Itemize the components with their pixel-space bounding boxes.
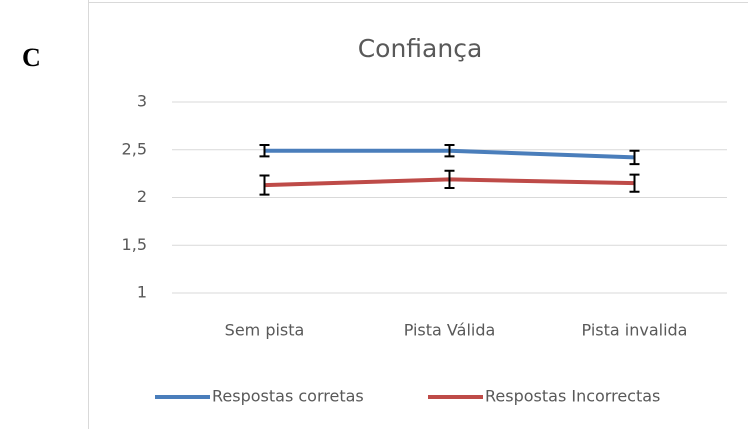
error-bar	[444, 143, 455, 158]
x-tick-label: Pista Válida	[404, 321, 496, 340]
chart-title: Confiança	[358, 34, 483, 63]
error-bar	[259, 174, 270, 196]
error-bar	[259, 143, 270, 158]
y-tick-label: 2,5	[122, 139, 147, 158]
y-tick-label: 3	[137, 92, 147, 111]
y-tick-label: 1,5	[122, 235, 147, 254]
error-bar	[629, 149, 640, 166]
y-tick-label: 1	[137, 283, 147, 302]
legend-label: Respostas corretas	[212, 387, 364, 406]
legend-label: Respostas Incorrectas	[485, 387, 660, 406]
x-tick-label: Pista invalida	[582, 321, 688, 340]
error-bar	[444, 169, 455, 189]
error-bar	[629, 173, 640, 193]
panel-label: C	[22, 43, 41, 72]
x-tick-label: Sem pista	[225, 321, 305, 340]
y-tick-label: 2	[137, 187, 147, 206]
